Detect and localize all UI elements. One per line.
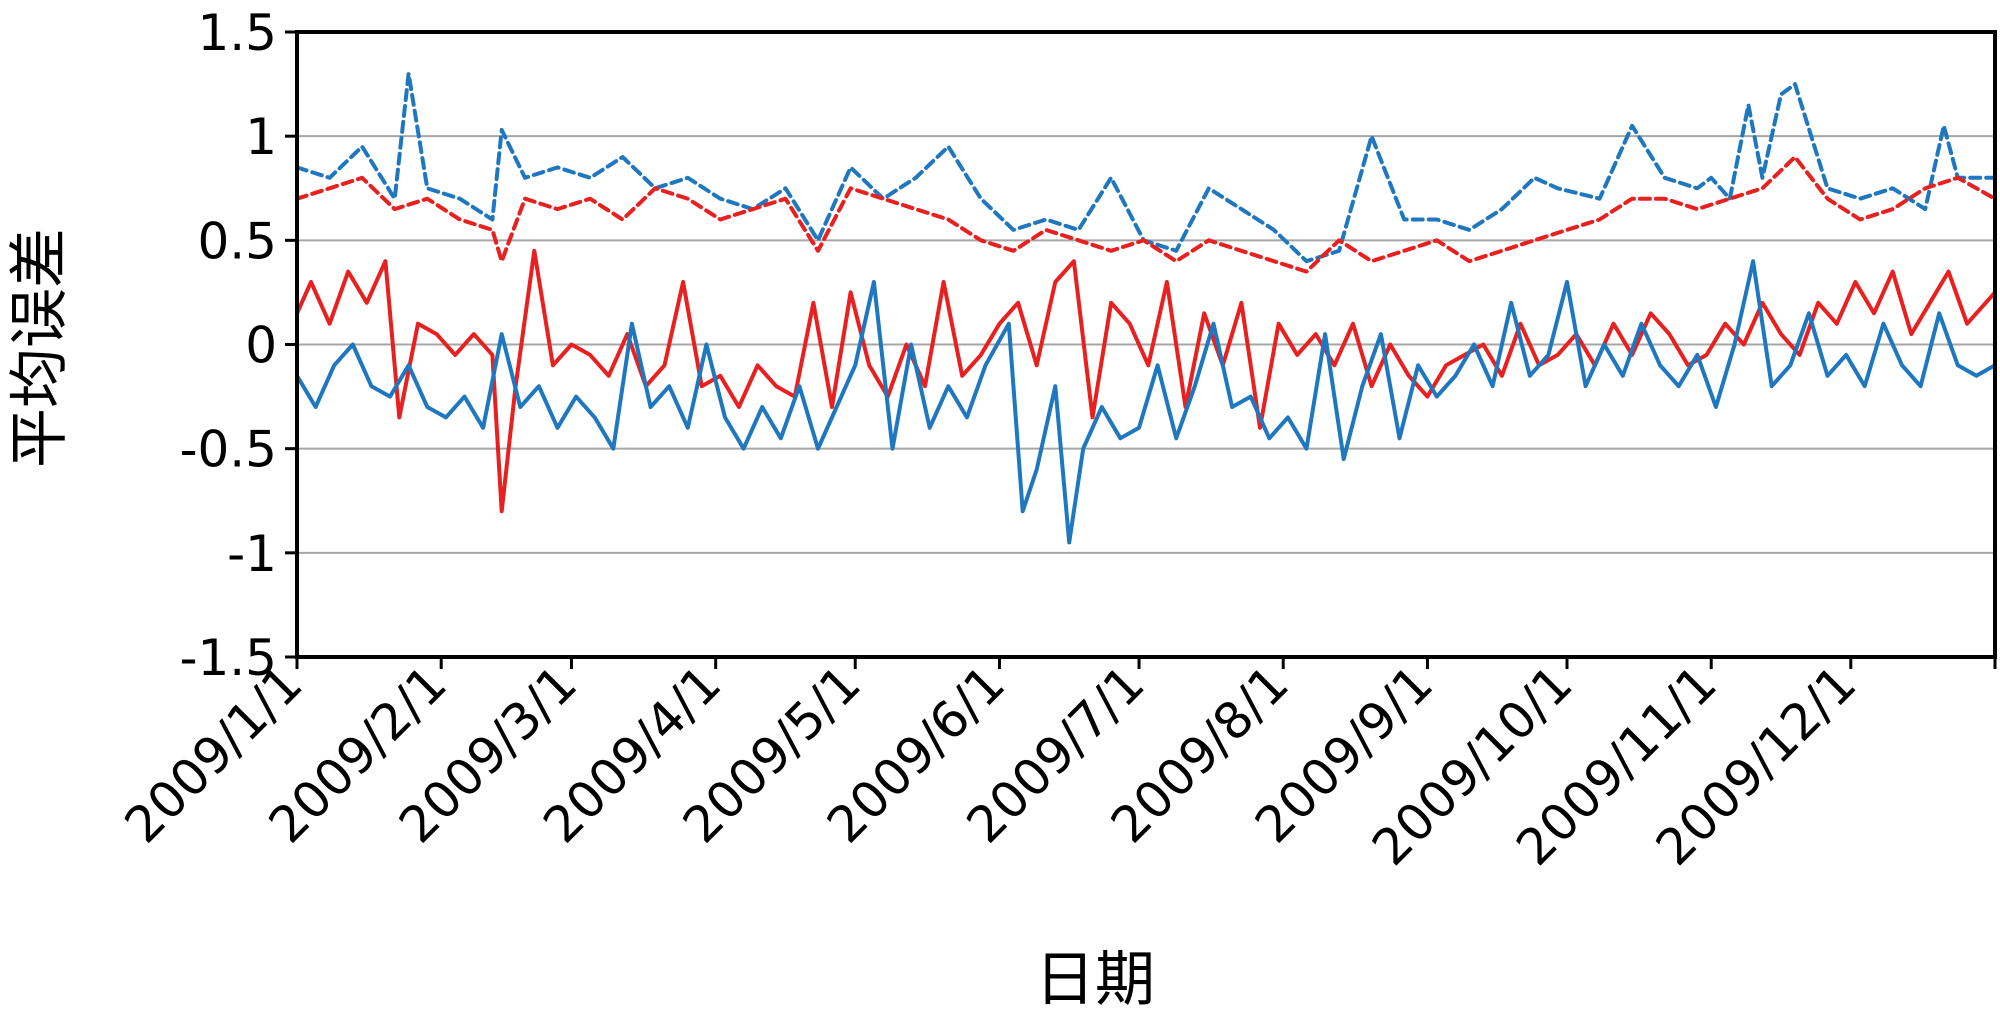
y-tick-label: 1 xyxy=(245,108,277,166)
series-group xyxy=(295,71,1997,545)
x-axis: 2009/1/12009/2/12009/3/12009/4/12009/5/1… xyxy=(114,654,1997,877)
y-axis: 1.5 1 0.5 0 -0.5 -1 -1.5 xyxy=(179,4,297,687)
series-line-4 xyxy=(295,259,1997,545)
x-axis-title: 日期 xyxy=(1035,945,1155,1015)
series-line-1 xyxy=(295,71,1997,264)
y-tick-label: 0.5 xyxy=(197,212,277,270)
y-tick-label: 1.5 xyxy=(197,4,277,62)
y-tick-label: 0 xyxy=(245,317,277,375)
y-axis-title: 平均误差 xyxy=(5,228,75,468)
y-tick-label: -1.5 xyxy=(179,629,277,687)
y-tick-label: -1 xyxy=(227,525,277,583)
y-tick-label: -0.5 xyxy=(179,421,277,479)
series-line-2 xyxy=(295,155,1997,274)
series-line-3 xyxy=(295,248,1997,514)
gridlines xyxy=(297,135,1995,554)
